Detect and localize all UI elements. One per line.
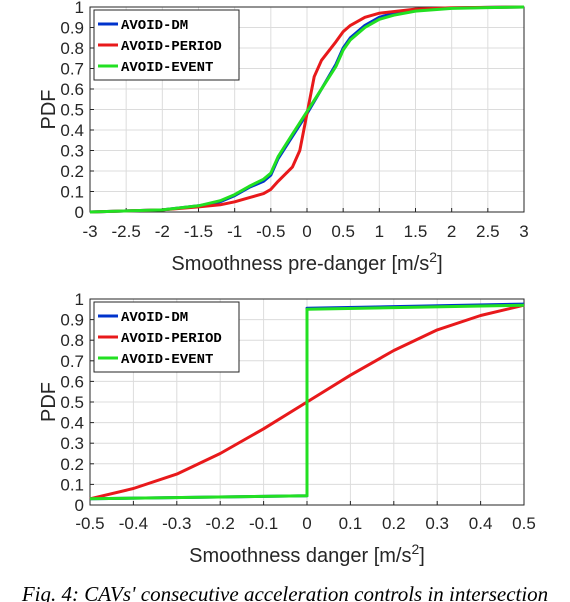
- legend-entry-label: AVOID-EVENT: [121, 352, 213, 368]
- axes-box: [89, 298, 525, 506]
- y-tick-label: 0.4: [60, 121, 84, 140]
- series-line-avoid-period: [89, 5, 525, 214]
- x-axis-label-superscript: 2: [429, 249, 437, 265]
- x-tick-label: -2.5: [112, 222, 141, 241]
- x-axis-label-end: ]: [437, 253, 443, 275]
- x-tick-label: 2.5: [476, 222, 500, 241]
- x-tick-label: 0.4: [469, 514, 493, 533]
- legend: AVOID-DM AVOID-PERIOD AVOID-EVENT: [93, 301, 240, 373]
- legend-entry-label: AVOID-DM: [121, 310, 188, 326]
- y-axis-label: PDF: [38, 90, 60, 130]
- chart-panel-1: -3 -2.5 -2 -1.5 -1 -0.5 0 0.5 1 1.5 2 2.5 300.10.20.…: [38, 0, 529, 275]
- legend-box: [93, 301, 240, 373]
- y-tick-label: 0.3: [60, 142, 84, 161]
- y-axis-label: PDF: [38, 382, 60, 422]
- x-tick-label: -1: [227, 222, 242, 241]
- y-tick-label: 0: [75, 203, 84, 222]
- x-tick-label: 0.1: [339, 514, 363, 533]
- x-axis-label-end: ]: [419, 545, 425, 567]
- x-tick-label: -3: [82, 222, 97, 241]
- x-axis-label-text: Smoothness danger [m/s: [189, 545, 411, 567]
- x-tick-label: 0.5: [331, 222, 355, 241]
- x-axis-label: Smoothness danger [m/s2]: [189, 541, 425, 567]
- x-tick-label: -2: [155, 222, 170, 241]
- x-tick-label: 0.3: [425, 514, 449, 533]
- x-axis-label-superscript: 2: [411, 541, 419, 557]
- x-tick-label: -0.5: [256, 222, 285, 241]
- x-tick-label: -0.1: [249, 514, 278, 533]
- series-line-avoid-event: [89, 5, 525, 214]
- y-tick-label: 0.5: [60, 393, 84, 412]
- y-tick-label: 0.2: [60, 162, 84, 181]
- y-tick-label: 0.6: [60, 80, 84, 99]
- y-tick-label: 0.1: [60, 183, 84, 202]
- x-tick-label: 2: [447, 222, 456, 241]
- x-tick-label: -0.3: [162, 514, 191, 533]
- chart-panel-2: -0.5 -0.4 -0.3 -0.2 -0.1 0 0.1 0.2 0.3 0.4 0.500.1…: [38, 290, 536, 567]
- legend-entry-label: AVOID-PERIOD: [121, 39, 222, 55]
- y-tick-label: 0.1: [60, 475, 84, 494]
- x-tick-label: -0.2: [206, 514, 235, 533]
- y-tick-label: 1: [75, 0, 84, 17]
- figure-caption: Fig. 4: CAVs' consecutive acceleration c…: [21, 582, 549, 602]
- y-tick-label: 0: [75, 496, 84, 515]
- legend-box: [93, 9, 240, 81]
- axes-box: [89, 6, 525, 213]
- x-tick-label: 1: [375, 222, 384, 241]
- legend-entry-label: AVOID-EVENT: [121, 60, 213, 76]
- y-tick-label: 0.5: [60, 101, 84, 120]
- x-tick-label: -0.4: [119, 514, 148, 533]
- y-tick-label: 0.9: [60, 19, 84, 38]
- y-tick-label: 0.9: [60, 311, 84, 330]
- x-axis-label-text: Smoothness pre-danger [m/s: [171, 253, 429, 275]
- series-line-avoid-event: [89, 303, 525, 501]
- y-tick-label: 0.7: [60, 352, 84, 371]
- x-tick-label: 1.5: [404, 222, 428, 241]
- y-tick-label: 0.3: [60, 434, 84, 453]
- y-tick-label: 0.7: [60, 60, 84, 79]
- y-tick-label: 0.8: [60, 39, 84, 58]
- x-tick-label: 0: [302, 514, 311, 533]
- x-tick-label: 0.5: [512, 514, 536, 533]
- legend: AVOID-DM AVOID-PERIOD AVOID-EVENT: [93, 9, 240, 81]
- x-tick-label: -1.5: [184, 222, 213, 241]
- x-tick-label: 0.2: [382, 514, 406, 533]
- y-tick-label: 1: [75, 290, 84, 309]
- y-tick-label: 0.8: [60, 331, 84, 350]
- x-tick-label: 3: [519, 222, 528, 241]
- legend-entry-label: AVOID-DM: [121, 18, 188, 34]
- legend-entry-label: AVOID-PERIOD: [121, 331, 222, 347]
- y-tick-label: 0.6: [60, 372, 84, 391]
- x-tick-label: -0.5: [75, 514, 104, 533]
- x-axis-label: Smoothness pre-danger [m/s2]: [171, 249, 442, 275]
- y-tick-label: 0.2: [60, 455, 84, 474]
- y-tick-label: 0.4: [60, 414, 84, 433]
- x-tick-label: 0: [302, 222, 311, 241]
